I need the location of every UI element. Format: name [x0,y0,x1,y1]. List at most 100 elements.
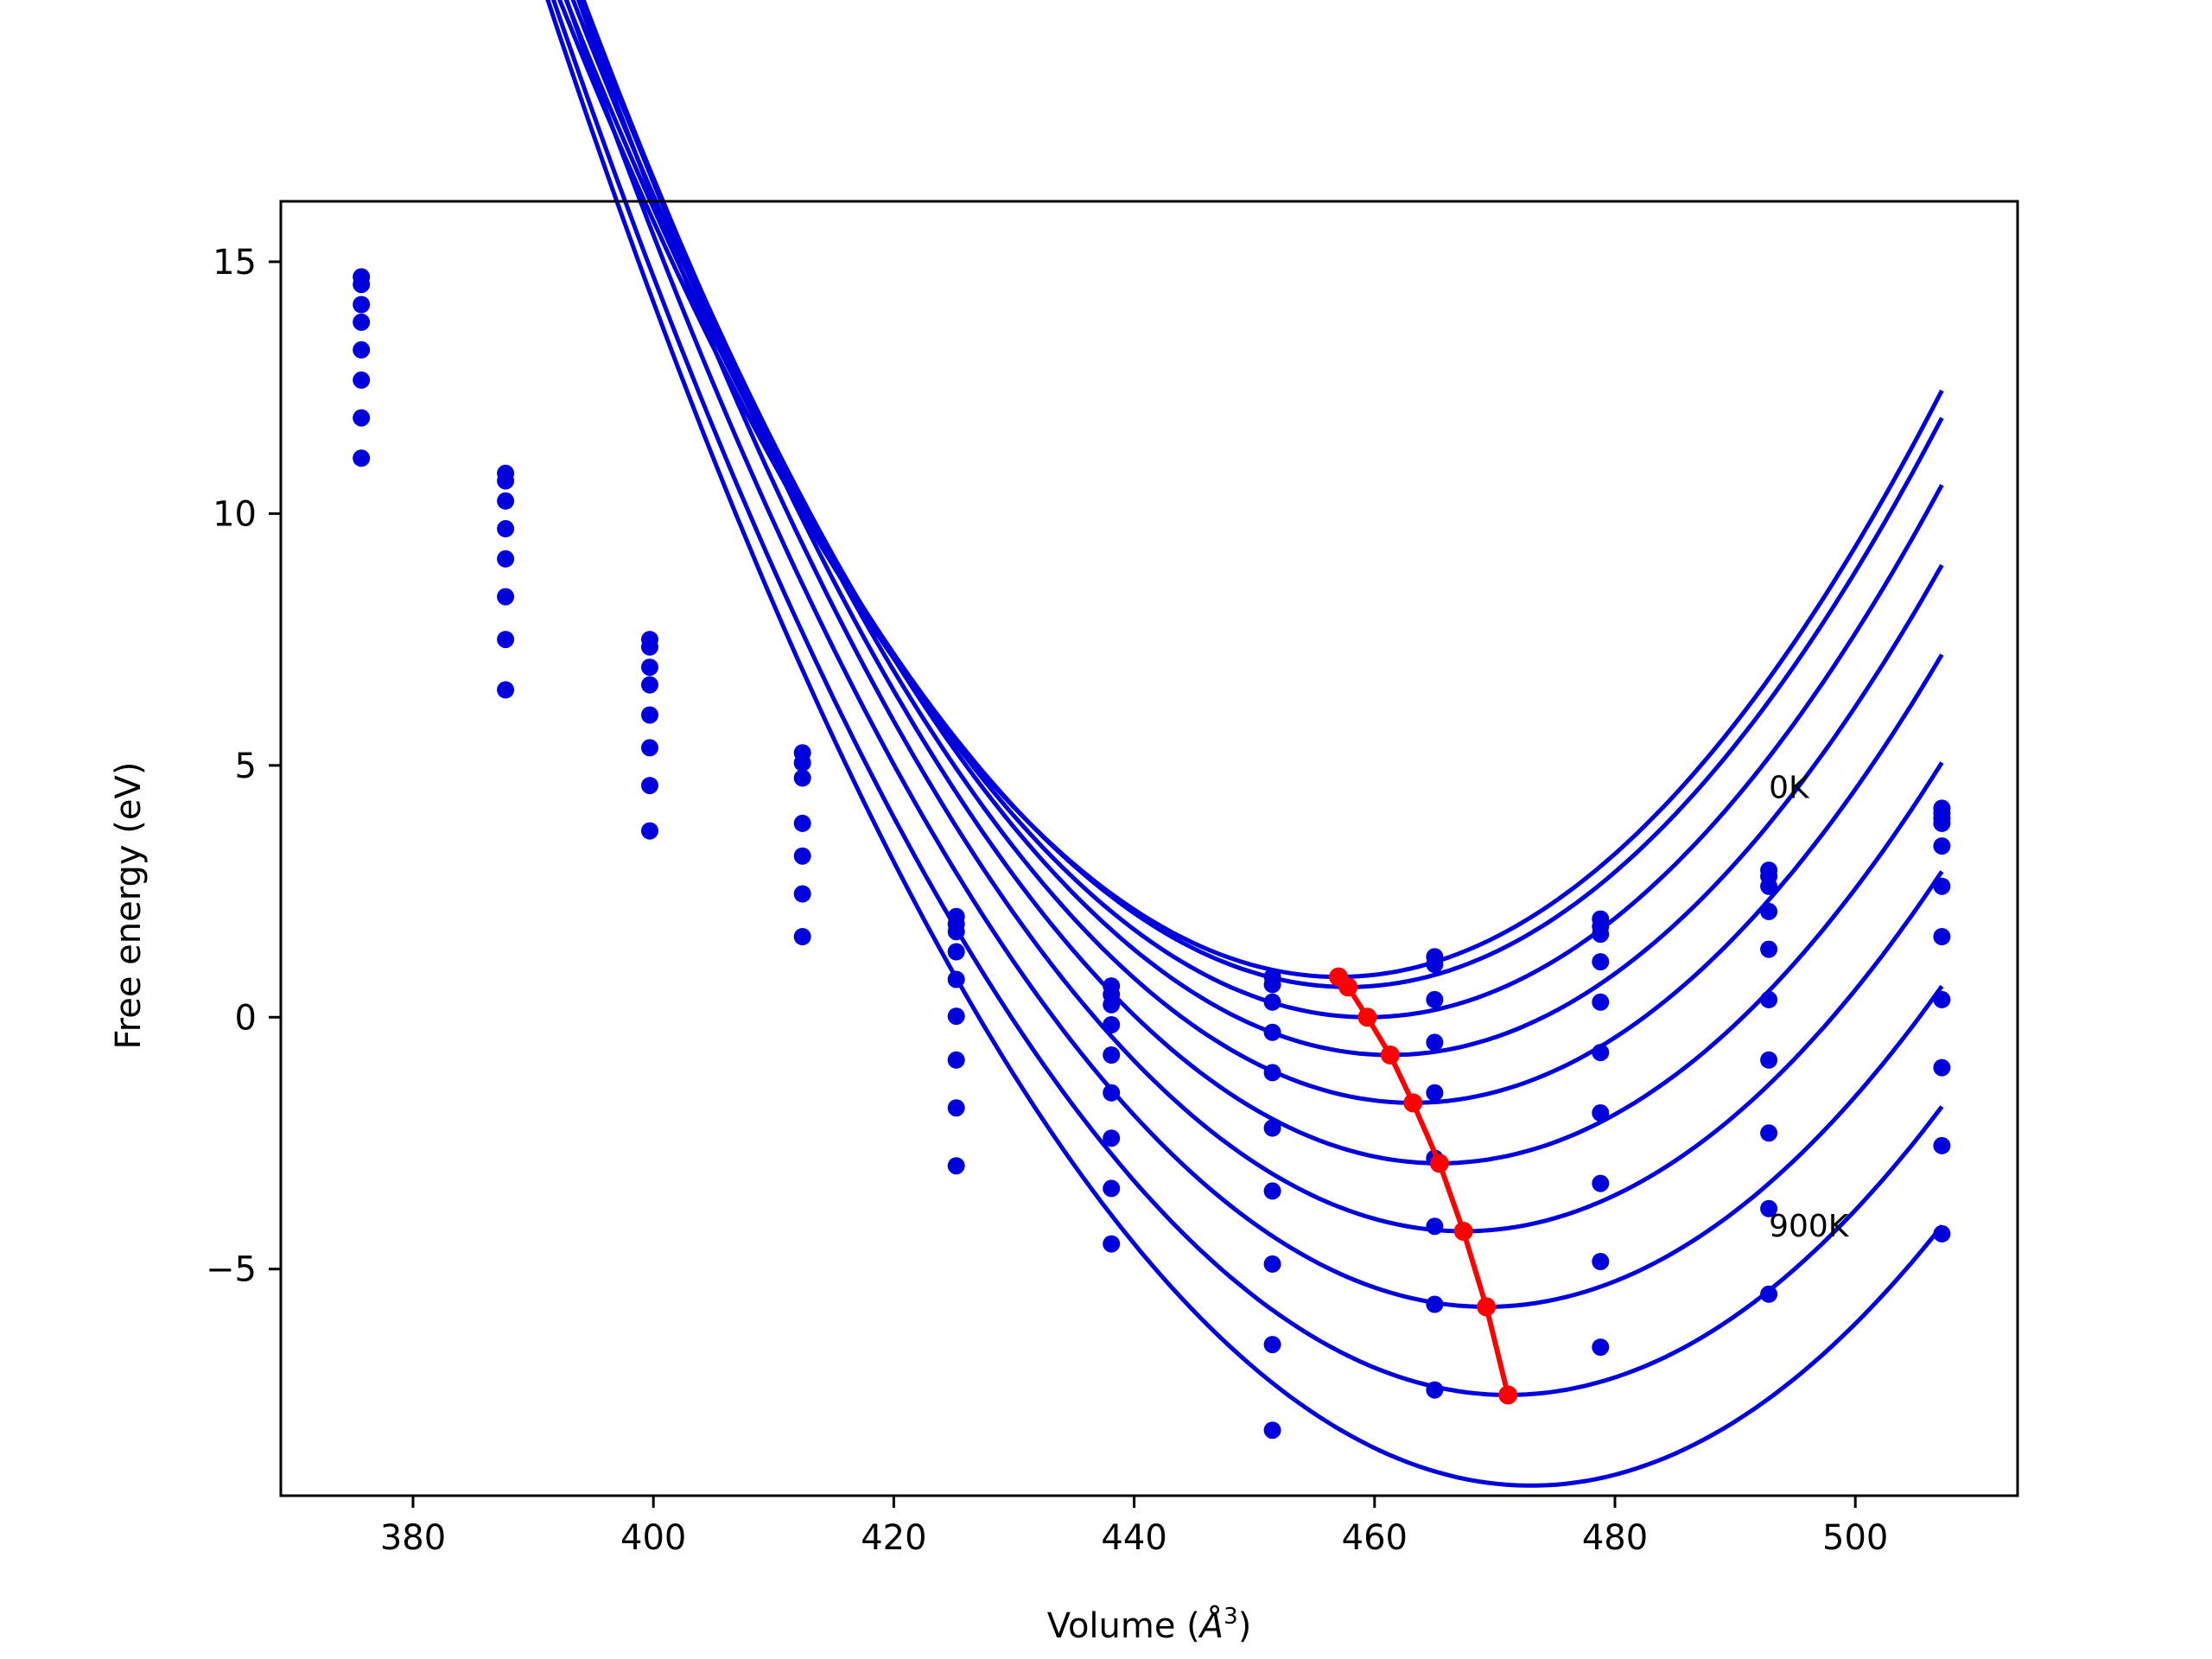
minimum-locus [1329,967,1518,1405]
annotation-900K: 900K [1769,1209,1850,1244]
data-point-600K-9 [1760,1051,1778,1069]
data-point-700K-2 [641,822,658,840]
data-point-500K-5 [1103,1084,1121,1102]
data-point-extra-0 [1933,1224,1951,1243]
data-point-100K-2 [641,638,658,656]
data-point-400K-8 [1592,993,1610,1011]
data-point-500K-8 [1592,1044,1610,1062]
minimum-point-5 [1429,1154,1449,1173]
data-point-800K-10 [1933,1058,1951,1077]
data-point-700K-6 [1263,1255,1281,1273]
minimum-point-3 [1380,1046,1400,1065]
data-point-300K-2 [641,676,658,694]
data-point-700K-1 [497,681,515,699]
y-tick-label-5: 5 [235,747,257,786]
minimum-point-6 [1453,1222,1473,1241]
data-point-300K-3 [793,814,811,832]
data-point-600K-3 [793,928,811,945]
data-point-900K-8 [1592,1338,1610,1357]
curve-500K [581,0,1944,1166]
data-point-200K-3 [793,769,811,787]
data-point-300K-1 [497,519,515,537]
x-axis-ticks: 380 400 420 440 460 480 500 [380,1496,1888,1558]
data-point-600K-10 [1933,928,1951,945]
data-point-500K-3 [793,885,811,903]
data-point-500K-1 [497,588,515,606]
plot-frame [279,200,2019,1497]
y-axis-label: Free energy (eV) [109,762,149,1050]
data-point-600K-7 [1426,1217,1444,1236]
x-tick-label-460: 460 [1342,1518,1408,1558]
minimum-point-2 [1357,1007,1377,1027]
minimum-point-7 [1477,1297,1497,1317]
curve-700K [564,0,1944,1309]
x-tick-label-480: 480 [1582,1518,1648,1558]
data-point-100K-6 [1263,976,1281,994]
data-point-800K-8 [1592,1253,1610,1270]
data-point-700K-7 [1426,1295,1444,1313]
data-point-400K-1 [497,550,515,568]
data-point-600K-4 [947,1051,965,1069]
data-point-700K-10 [1933,990,1951,1008]
x-tick-label-420: 420 [861,1518,926,1558]
data-point-400K-6 [1263,1064,1281,1082]
data-point-800K-7 [1426,1381,1444,1399]
data-point-200K-4 [947,923,965,941]
data-point-200K-2 [641,658,658,677]
data-point-300K-4 [947,943,965,961]
data-point-100K-0 [353,276,371,294]
x-tick-label-500: 500 [1822,1518,1888,1558]
data-point-200K-1 [497,492,515,510]
data-point-400K-3 [793,847,811,865]
data-point-900K-9 [1760,1285,1778,1303]
annotations: 0K 900K [1769,771,1850,1244]
data-point-400K-2 [641,706,658,724]
data-point-100K-7 [1426,956,1444,974]
data-point-700K-0 [353,449,371,467]
y-tick-label-15: 15 [213,243,257,283]
y-tick-label-0: 0 [235,998,257,1038]
data-point-800K-9 [1760,1199,1778,1217]
fitted-curves [545,0,1944,1488]
curve-100K [563,0,1944,989]
data-point-600K-5 [1103,1129,1121,1147]
data-point-400K-7 [1426,1084,1444,1102]
data-point-500K-10 [1933,877,1951,895]
data-point-800K-6 [1263,1336,1281,1354]
data-point-800K-4 [947,1157,965,1175]
data-points [353,268,1951,1440]
data-point-900K-10 [1933,1136,1951,1154]
data-point-500K-6 [1263,1119,1281,1137]
curve-600K [575,0,1944,1234]
data-point-400K-10 [1933,837,1951,855]
data-point-600K-1 [497,631,515,649]
annotation-0K: 0K [1769,771,1810,806]
data-point-300K-5 [1103,1016,1121,1033]
data-point-300K-7 [1426,1033,1444,1052]
data-point-700K-5 [1103,1179,1121,1198]
data-point-200K-5 [1103,995,1121,1014]
data-point-400K-9 [1760,940,1778,958]
data-point-500K-0 [353,371,371,389]
data-point-500K-9 [1760,990,1778,1008]
data-point-200K-0 [353,296,371,314]
data-point-700K-8 [1592,1174,1610,1192]
y-tick-label--5: −5 [206,1250,257,1290]
data-point-700K-9 [1760,1124,1778,1142]
data-point-600K-8 [1592,1104,1610,1122]
data-point-900K-6 [1263,1421,1281,1440]
data-point-200K-9 [1760,877,1778,895]
minimum-point-1 [1338,977,1358,997]
data-point-200K-8 [1592,925,1610,944]
data-point-200K-7 [1426,990,1444,1008]
minimum-point-4 [1403,1093,1423,1113]
data-point-600K-6 [1263,1182,1281,1200]
data-point-500K-2 [641,739,658,757]
data-point-500K-4 [947,1007,965,1026]
y-tick-label-10: 10 [213,494,257,534]
data-point-300K-0 [353,313,371,331]
curve-900K [545,0,1944,1488]
minimum-point-8 [1498,1385,1518,1405]
